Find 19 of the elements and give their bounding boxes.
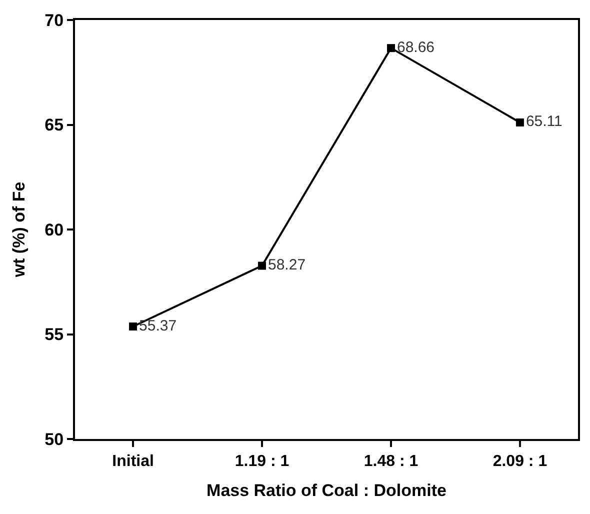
y-tick-label: 60 <box>44 220 64 240</box>
x-tick-label: 1.19 : 1 <box>234 453 290 470</box>
y-axis-title: wt (%) of Fe <box>10 182 29 278</box>
y-tick-label: 70 <box>44 10 64 30</box>
point <box>258 262 266 270</box>
y-tick-label: 50 <box>44 430 64 449</box>
data-label: 55.37 <box>139 317 177 334</box>
point <box>516 118 524 126</box>
x-tick-label: 1.48 : 1 <box>364 453 418 470</box>
point <box>129 322 138 330</box>
x-tick-label: 2.09 : 1 <box>492 453 548 470</box>
data-label: 68.66 <box>396 38 435 56</box>
y-tick-label: 55 <box>44 325 64 344</box>
x-tick-label: Initial <box>112 453 154 470</box>
y-tick-label: 65 <box>44 116 64 135</box>
data-label: 65.11 <box>526 113 562 130</box>
data-label: 58.27 <box>268 256 306 274</box>
x-axis-title: Mass Ratio of Coal : Dolomite <box>206 481 446 500</box>
point <box>386 44 395 52</box>
